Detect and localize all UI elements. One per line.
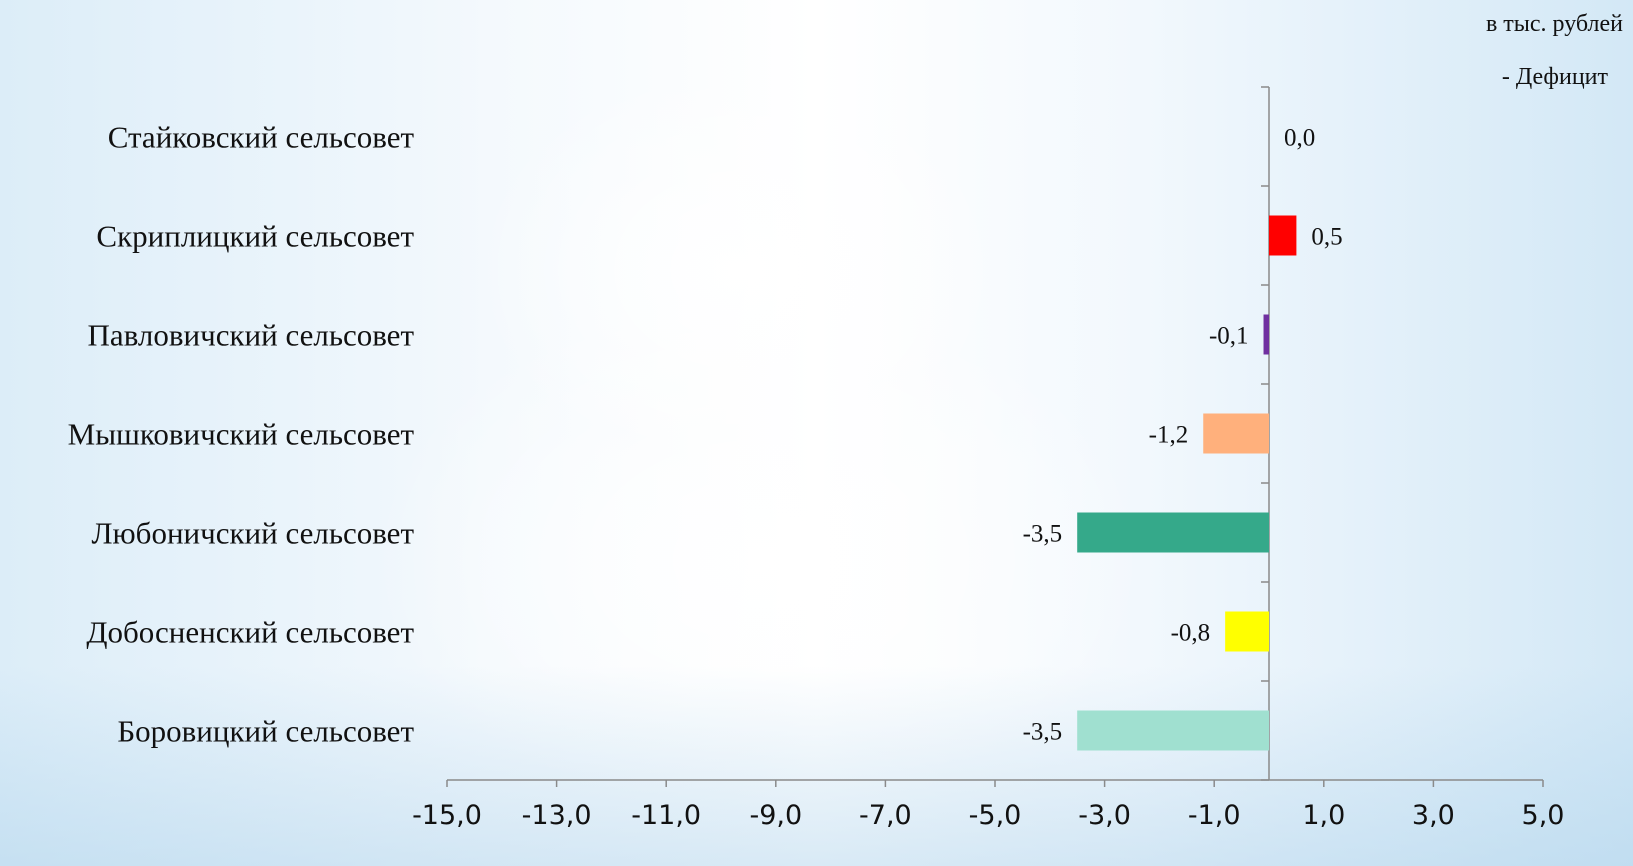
bar — [1269, 215, 1297, 256]
category-label: Мышковичский сельсовет — [68, 417, 415, 452]
data-label: -0,1 — [1209, 323, 1249, 350]
bar — [1077, 710, 1269, 751]
data-label: -1,2 — [1149, 422, 1189, 449]
category-label: Стайковский сельсовет — [108, 120, 415, 155]
x-tick-label: -7,0 — [859, 800, 912, 831]
x-tick-label: 1,0 — [1302, 800, 1345, 831]
x-tick-label: -9,0 — [749, 800, 802, 831]
unit-label: в тыс. рублей — [1485, 11, 1623, 37]
data-label: 0,0 — [1284, 125, 1315, 152]
data-label: -3,5 — [1023, 719, 1063, 746]
category-label: Скриплицкий сельсовет — [96, 219, 414, 254]
category-label: Добосненский сельсовет — [86, 615, 414, 650]
x-tick-label: 5,0 — [1522, 800, 1565, 831]
x-tick-label: -3,0 — [1078, 800, 1131, 831]
bar — [1263, 314, 1269, 355]
bar — [1203, 413, 1269, 454]
data-label: -0,8 — [1171, 620, 1211, 647]
x-tick-label: -5,0 — [969, 800, 1022, 831]
data-label: -3,5 — [1023, 521, 1063, 548]
chart-labels: Стайковский сельсовет 0,0 Скриплицкий сель… — [68, 120, 1343, 749]
category-label: Павловичский сельсовет — [88, 318, 415, 353]
chart-axes: -15,0 -13,0 -11,0 -9,0 -7,0 -5,0 -3,0 -1,0 1,0 3,… — [412, 86, 1565, 831]
data-label: 0,5 — [1311, 224, 1342, 251]
category-label: Любоничский сельсовет — [91, 516, 414, 551]
category-label: Боровицкий сельсовет — [117, 714, 414, 749]
bar — [1225, 611, 1269, 652]
x-tick-label: -1,0 — [1188, 800, 1241, 831]
x-tick-label: -15,0 — [412, 800, 482, 831]
x-tick-label: 3,0 — [1412, 800, 1455, 831]
legend-label: - Дефицит — [1501, 64, 1608, 90]
x-tick-label: -13,0 — [522, 800, 592, 831]
x-tick-label: -11,0 — [631, 800, 701, 831]
chart-bars — [1077, 215, 1297, 751]
bar — [1077, 512, 1269, 553]
